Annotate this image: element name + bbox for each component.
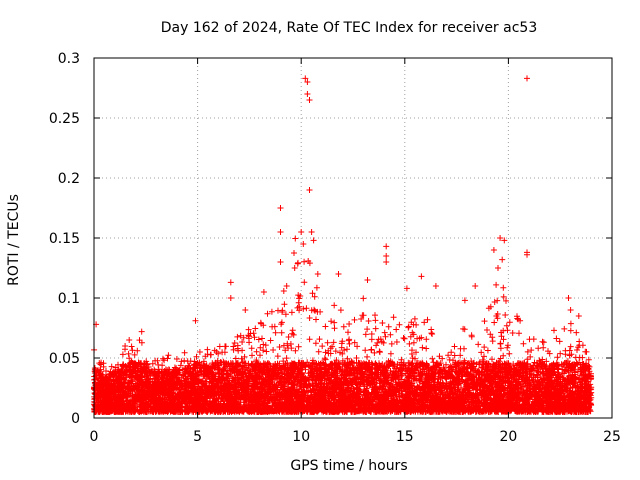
y-tick-label: 0.25 [49, 111, 80, 127]
y-tick-labels: 0 0.05 0.1 0.15 0.2 0.25 0.3 [49, 51, 80, 427]
y-tick-label: 0.15 [49, 231, 80, 247]
x-tick-label: 0 [90, 429, 99, 445]
y-tick-label: 0.1 [58, 291, 80, 307]
chart-title: Day 162 of 2024, Rate Of TEC Index for r… [161, 20, 537, 36]
y-tick-label: 0.05 [49, 351, 80, 367]
y-tick-label: 0.2 [58, 171, 80, 187]
grid-lines [94, 58, 612, 418]
roti-markers [91, 75, 595, 415]
x-tick-labels: 0 5 10 15 20 25 [90, 429, 621, 445]
axis-ticks [93, 57, 613, 419]
x-tick-label: 5 [193, 429, 202, 445]
x-tick-label: 20 [499, 429, 517, 445]
x-tick-label: 25 [603, 429, 621, 445]
x-axis-label: GPS time / hours [290, 458, 407, 474]
y-tick-label: 0.3 [58, 51, 80, 67]
y-tick-label: 0 [71, 411, 80, 427]
data-points [91, 75, 595, 415]
x-tick-label: 10 [292, 429, 310, 445]
x-tick-label: 15 [396, 429, 414, 445]
y-axis-label: ROTI / TECUs [6, 194, 22, 286]
